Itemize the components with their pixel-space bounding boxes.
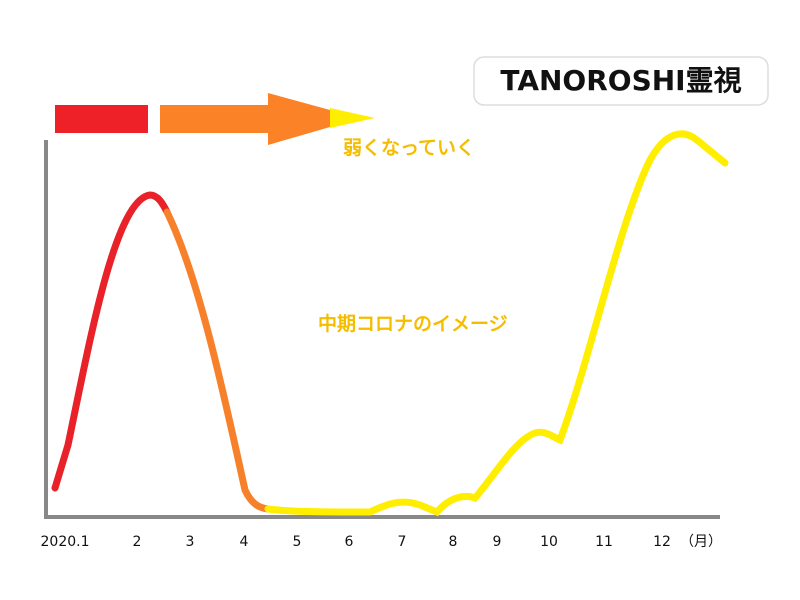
arrow-head [268, 93, 330, 145]
x-label: 12 [653, 534, 671, 550]
x-label: 3 [186, 534, 195, 550]
x-label: 9 [493, 534, 502, 550]
curve-orange [163, 208, 272, 513]
arrow-label: 弱くなっていく [343, 137, 475, 159]
badge-box [473, 56, 769, 106]
x-label: 10 [540, 534, 558, 550]
curve [51, 130, 729, 517]
x-unit: （月） [680, 534, 722, 550]
x-label: 2020.1 [41, 534, 90, 550]
badge-text: TANOROSHI霊視 [500, 64, 741, 97]
x-label: 6 [345, 534, 354, 550]
x-label: 11 [595, 534, 613, 550]
curve-yellow [264, 130, 729, 517]
curve-red [51, 191, 171, 492]
x-label: 4 [240, 534, 249, 550]
x-label: 7 [398, 534, 407, 550]
x-label: 2 [133, 534, 142, 550]
x-label: 8 [449, 534, 458, 550]
x-label: 5 [293, 534, 302, 550]
arrow-red-block [55, 105, 148, 133]
arrow-tip [330, 108, 375, 128]
curve-label: 中期コロナのイメージ [318, 312, 508, 335]
arrow-shaft [160, 105, 270, 133]
